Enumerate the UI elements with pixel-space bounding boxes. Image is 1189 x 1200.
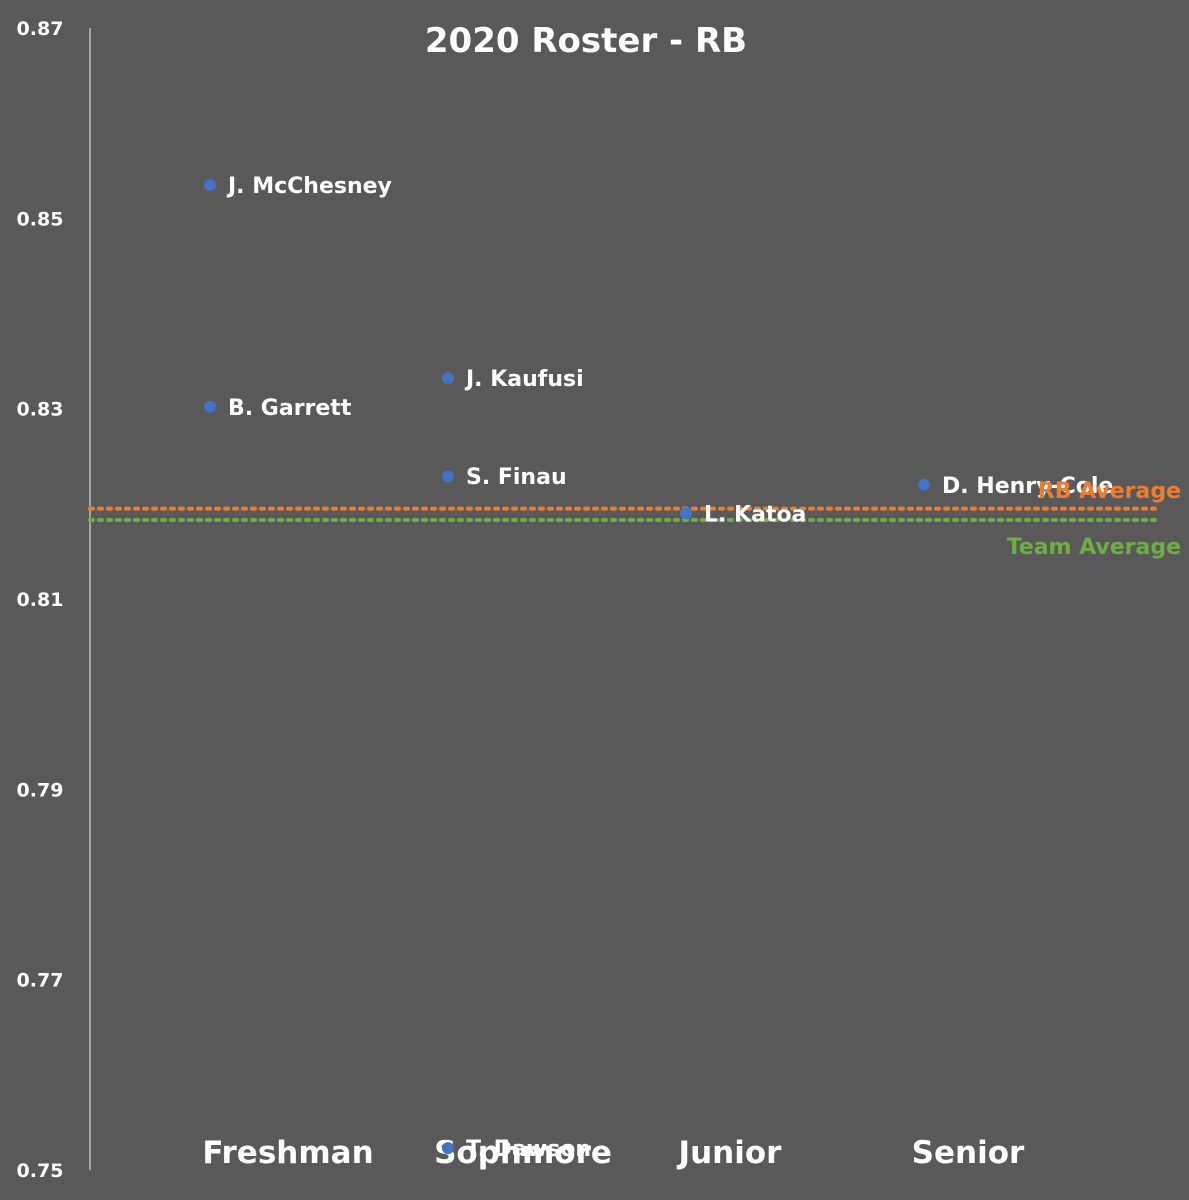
data-point: [204, 400, 216, 413]
y-axis-ticks: 0.87 0.85 0.83 0.81 0.79 0.77 0.75: [17, 18, 64, 1182]
data-points: J. McChesney B. Garrett J. Kaufusi S. Finau…: [204, 174, 1113, 1162]
y-tick-label: 0.85: [17, 208, 64, 230]
data-point: [442, 372, 454, 385]
data-point: [442, 470, 454, 483]
data-label: T. Dawson: [466, 1137, 591, 1162]
y-tick-label: 0.83: [17, 399, 64, 421]
data-label: B. Garrett: [228, 396, 352, 421]
reference-line-label: Team Average: [1007, 535, 1181, 560]
data-label: L. Katoa: [704, 502, 806, 527]
data-label: J. McChesney: [226, 174, 392, 199]
x-category-label: Senior: [912, 1135, 1025, 1171]
x-category-label: Sophmore: [434, 1135, 612, 1171]
data-point: [918, 478, 930, 491]
x-category-label: Junior: [677, 1135, 783, 1171]
x-axis-categories: Freshman Sophmore Junior Senior: [202, 1135, 1025, 1171]
data-label: S. Finau: [466, 465, 567, 490]
x-category-label: Freshman: [202, 1135, 373, 1171]
data-point: [442, 1142, 454, 1155]
data-point: [204, 179, 216, 192]
y-tick-label: 0.77: [17, 970, 64, 992]
y-tick-label: 0.79: [17, 779, 64, 801]
reference-line-label: RB Average: [1038, 479, 1181, 504]
chart-title: 2020 Roster - RB: [425, 21, 747, 61]
data-point: [680, 507, 692, 520]
y-tick-label: 0.87: [17, 18, 64, 40]
y-tick-label: 0.81: [17, 589, 64, 611]
reference-lines: [88, 506, 1160, 523]
y-tick-label: 0.75: [17, 1160, 64, 1182]
data-label: D. Henry-Cole: [942, 474, 1113, 499]
data-label: J. Kaufusi: [464, 367, 584, 392]
